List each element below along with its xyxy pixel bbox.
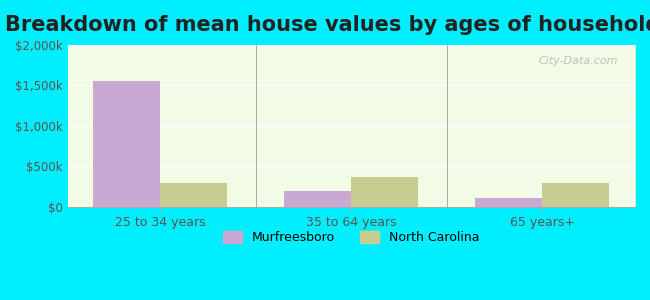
Bar	[161, 184, 227, 207]
Bar	[94, 81, 161, 207]
Text: City-Data.com: City-Data.com	[538, 56, 618, 66]
Bar	[476, 198, 542, 207]
Bar	[285, 191, 351, 207]
Bar	[542, 184, 609, 207]
Title: Breakdown of mean house values by ages of householders: Breakdown of mean house values by ages o…	[5, 15, 650, 35]
Bar	[351, 177, 418, 207]
Legend: Murfreesboro, North Carolina: Murfreesboro, North Carolina	[218, 226, 484, 249]
